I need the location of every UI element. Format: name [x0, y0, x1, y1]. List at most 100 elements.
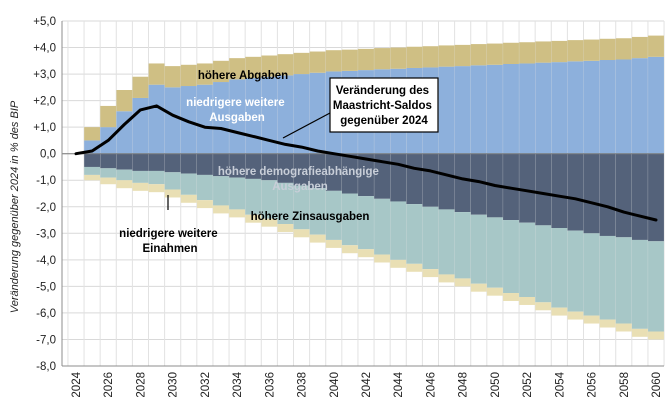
bar-segment	[261, 153, 278, 181]
bar-segment	[277, 54, 294, 76]
bar-segment	[470, 65, 487, 154]
bar-segment	[599, 38, 616, 61]
bar-segment	[358, 48, 374, 71]
bar-segment	[293, 229, 310, 238]
y-tick-label: -3,0	[36, 228, 56, 240]
annotation-demographic-expenditure: höhere demografieabhängige Ausgaben	[218, 166, 382, 193]
x-tick-label: 2034	[232, 371, 244, 397]
y-tick-label: +1,0	[33, 122, 56, 134]
x-tick-label: 2026	[103, 372, 115, 398]
bar-segment	[100, 153, 117, 169]
bar-segment	[583, 233, 600, 316]
annotation-lower-expenditure: niedrigere weitere Ausgaben	[186, 97, 288, 124]
bar-segment	[213, 82, 229, 154]
y-tick-label: +5,0	[33, 16, 56, 28]
bar-segment	[551, 62, 568, 154]
bar-segment	[325, 239, 342, 248]
bar-segment	[631, 328, 648, 337]
bar-segment	[567, 61, 584, 154]
bar-segment	[551, 40, 568, 63]
bar-segment	[406, 263, 423, 272]
bar-segment	[148, 63, 165, 85]
x-tick-label: 2028	[135, 372, 147, 398]
bar-segment	[599, 153, 616, 236]
bar-segment	[196, 174, 213, 201]
bar-segment	[470, 283, 487, 292]
bar-segment	[599, 235, 616, 320]
bar-segment	[180, 194, 197, 203]
y-tick-label: +3,0	[33, 69, 56, 81]
bar-segment	[245, 153, 262, 179]
bar-segment	[196, 84, 213, 154]
bar-segment	[454, 44, 471, 67]
bar-segment	[486, 64, 503, 154]
bar-segment	[567, 153, 584, 231]
bar-segment	[535, 153, 552, 226]
bar-segment	[213, 60, 229, 83]
bar-segment	[406, 46, 423, 68]
x-tick-label: 2048	[458, 372, 470, 398]
bar-segment	[583, 39, 600, 61]
bar-segment	[261, 218, 278, 227]
bar-segment	[309, 234, 326, 243]
bar-segment	[341, 153, 358, 194]
bar-segment	[519, 153, 536, 223]
bar-segment	[84, 166, 101, 175]
bar-segment	[100, 177, 117, 185]
annotation-saldo-pointer	[282, 112, 331, 139]
bar-segment	[148, 84, 165, 154]
bar-segment	[374, 48, 391, 70]
bar-segment	[116, 169, 133, 181]
bar-segment	[454, 278, 471, 287]
x-tick-label: 2024	[71, 371, 83, 397]
annotation-interest: höhere Zinsausgaben	[251, 211, 370, 223]
x-tick-label: 2052	[522, 372, 534, 398]
bar-segment	[615, 153, 632, 238]
bar-segment	[567, 311, 584, 320]
bar-segment	[390, 47, 407, 69]
x-tick-label: 2036	[264, 372, 276, 398]
bar-segment	[213, 205, 229, 214]
bar-segment	[229, 58, 246, 80]
bar-segment	[648, 153, 664, 242]
bar-segment	[84, 153, 101, 167]
bar-segment	[438, 45, 455, 67]
bar-segment	[229, 209, 246, 218]
bar-segment	[374, 254, 391, 263]
bar-segment	[277, 224, 294, 232]
bar-segment	[180, 173, 197, 195]
bar-segment	[438, 209, 455, 275]
y-tick-label: -7,0	[36, 334, 56, 346]
y-tick-label: -4,0	[36, 255, 56, 267]
x-tick-label: 2050	[490, 372, 502, 398]
bar-segment	[631, 58, 648, 154]
bar-segment	[180, 64, 197, 87]
bar-segment	[132, 153, 149, 171]
y-tick-label: -2,0	[36, 202, 56, 214]
bar-segment	[229, 79, 246, 154]
bar-segment	[390, 201, 407, 260]
bar-segment	[551, 228, 568, 308]
y-axis-label: Veränderung gegenüber 2024 in % des BIP	[9, 100, 21, 313]
bar-segment	[341, 49, 358, 71]
bar-segment	[325, 50, 342, 72]
bar-segment	[358, 196, 374, 250]
bar-segment	[648, 241, 664, 332]
bar-segment	[180, 153, 197, 174]
bar-segment	[454, 153, 471, 213]
bar-segment	[438, 153, 455, 210]
bar-segment	[390, 259, 407, 268]
bar-segment	[309, 72, 326, 154]
bar-segment	[535, 41, 552, 63]
x-tick-label: 2056	[587, 372, 599, 398]
annotation-higher-taxes: höhere Abgaben	[198, 70, 288, 82]
bar-segment	[148, 170, 165, 185]
bar-segment	[486, 43, 503, 65]
annotation-saldo: Veränderung des Maastricht-Saldos gegenü…	[333, 85, 435, 127]
bar-segment	[583, 153, 600, 234]
bar-segment	[358, 249, 374, 258]
bar-segment	[551, 307, 568, 316]
y-tick-label: -1,0	[36, 175, 56, 187]
annotation-lower-revenue: niedrigere weitere Einahmen	[119, 228, 221, 255]
